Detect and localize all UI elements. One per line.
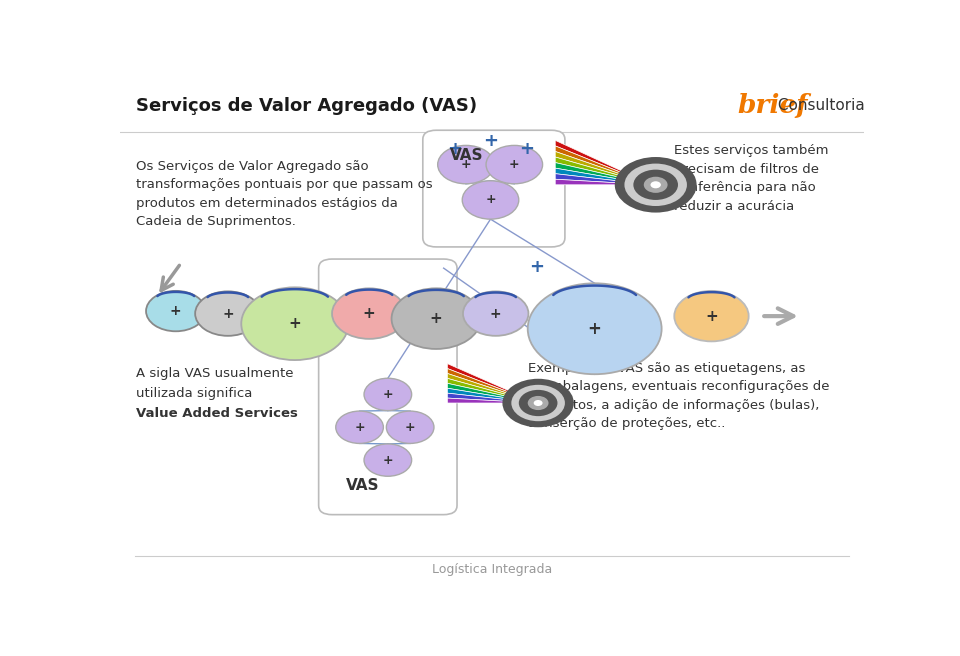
Text: Value Added Services: Value Added Services xyxy=(136,407,299,420)
Polygon shape xyxy=(555,168,641,184)
Polygon shape xyxy=(447,379,525,400)
Circle shape xyxy=(512,385,564,421)
Circle shape xyxy=(364,379,412,411)
Polygon shape xyxy=(555,157,641,182)
Text: +: + xyxy=(382,388,394,401)
Circle shape xyxy=(518,390,558,416)
Text: Serviços de Valor Agregado (VAS): Serviços de Valor Agregado (VAS) xyxy=(136,97,477,115)
Text: +: + xyxy=(483,133,498,150)
Text: +: + xyxy=(509,158,519,171)
Text: +: + xyxy=(461,158,471,171)
FancyBboxPatch shape xyxy=(319,259,457,515)
Circle shape xyxy=(336,411,383,443)
Text: +: + xyxy=(222,306,233,321)
Circle shape xyxy=(614,157,697,213)
Circle shape xyxy=(528,396,548,410)
FancyBboxPatch shape xyxy=(422,131,564,247)
Text: Estes serviços também
precisam de filtros de
conferência para não
reduzir a acur: Estes serviços também precisam de filtro… xyxy=(674,144,828,213)
Text: +: + xyxy=(490,306,501,321)
Circle shape xyxy=(195,291,260,336)
Text: +: + xyxy=(529,258,544,276)
Polygon shape xyxy=(555,163,641,183)
Polygon shape xyxy=(555,179,641,185)
Polygon shape xyxy=(447,383,525,401)
Circle shape xyxy=(386,411,434,443)
Circle shape xyxy=(644,176,667,193)
Circle shape xyxy=(651,181,660,188)
Circle shape xyxy=(332,289,406,339)
Text: +: + xyxy=(485,194,495,207)
Text: VAS: VAS xyxy=(346,478,379,493)
Text: brief: brief xyxy=(737,94,808,119)
Circle shape xyxy=(392,289,481,349)
Circle shape xyxy=(146,291,205,331)
Polygon shape xyxy=(555,146,641,181)
Text: A sigla VAS usualmente: A sigla VAS usualmente xyxy=(136,367,294,380)
Text: Consultoria: Consultoria xyxy=(773,98,865,113)
Text: +: + xyxy=(447,140,463,159)
Circle shape xyxy=(674,291,749,341)
Polygon shape xyxy=(447,388,525,401)
Circle shape xyxy=(486,146,542,184)
Text: +: + xyxy=(288,316,301,331)
Circle shape xyxy=(534,400,542,406)
Text: +: + xyxy=(588,319,602,338)
Text: +: + xyxy=(170,304,181,318)
Circle shape xyxy=(364,444,412,476)
Polygon shape xyxy=(555,152,641,182)
Circle shape xyxy=(528,283,661,374)
Polygon shape xyxy=(555,174,641,184)
Polygon shape xyxy=(555,140,641,180)
Text: +: + xyxy=(518,140,534,159)
Text: +: + xyxy=(705,308,718,323)
Circle shape xyxy=(634,170,678,200)
Text: Exemplos de VAS são as etiquetagens, as
reembalagens, eventuais reconfigurações : Exemplos de VAS são as etiquetagens, as … xyxy=(528,361,829,430)
Polygon shape xyxy=(447,369,525,400)
Text: +: + xyxy=(363,306,375,321)
Text: +: + xyxy=(430,311,443,326)
Text: utilizada significa: utilizada significa xyxy=(136,387,252,400)
Polygon shape xyxy=(447,363,525,399)
Polygon shape xyxy=(447,398,525,403)
Text: Os Serviços de Valor Agregado são
transformações pontuais por que passam os
prod: Os Serviços de Valor Agregado são transf… xyxy=(136,159,433,228)
Circle shape xyxy=(502,379,574,427)
Circle shape xyxy=(241,287,348,360)
Circle shape xyxy=(624,163,687,206)
Circle shape xyxy=(463,181,518,219)
Circle shape xyxy=(438,146,494,184)
Circle shape xyxy=(463,291,528,336)
Polygon shape xyxy=(447,373,525,400)
Text: +: + xyxy=(354,420,365,434)
Text: +: + xyxy=(382,453,394,466)
Text: VAS: VAS xyxy=(449,148,483,163)
Text: Logística Integrada: Logística Integrada xyxy=(432,564,552,576)
Text: +: + xyxy=(405,420,416,434)
Polygon shape xyxy=(447,393,525,402)
